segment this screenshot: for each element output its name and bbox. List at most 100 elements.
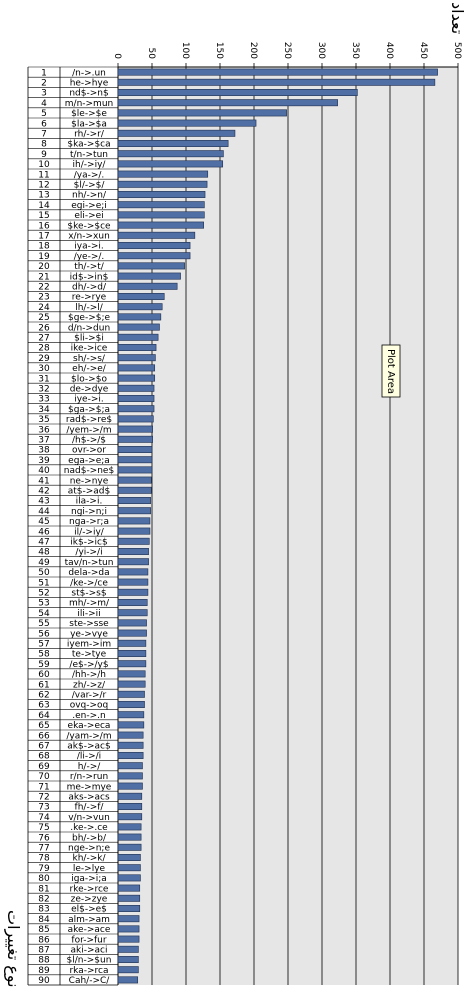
row-number: 63 [38, 701, 49, 711]
row-number: 83 [38, 905, 49, 915]
row-number: 82 [38, 895, 49, 905]
row-number: 2 [41, 79, 47, 89]
category-label: t/n->tun [70, 150, 108, 160]
bar [117, 435, 153, 443]
category-label: ne->nye [70, 476, 109, 486]
bar [117, 558, 149, 566]
gridlines [117, 67, 459, 985]
bar [117, 129, 236, 137]
category-label: nge->n;e [68, 844, 110, 854]
bar [117, 150, 224, 158]
category-label: /ye->/. [74, 252, 105, 262]
row-number: 21 [38, 272, 49, 282]
y-axis-label: نوع تغییرات [3, 910, 23, 988]
category-label: $ga->$;a [68, 405, 110, 415]
row-number: 78 [38, 854, 50, 864]
row-number: 74 [38, 813, 50, 823]
category-label: .ke->.ce [70, 823, 108, 833]
row-number: 57 [38, 640, 49, 650]
category-label: ye->vye [70, 629, 108, 639]
x-tick-label: 200 [248, 42, 258, 59]
row-number: 89 [38, 966, 50, 976]
bar [117, 425, 153, 433]
category-label: iya->i. [74, 242, 104, 252]
bar [117, 415, 154, 423]
x-tick-label: 300 [316, 42, 326, 59]
category-label: /ke->/ce [70, 578, 108, 588]
category-label: fh/->f/ [75, 803, 105, 813]
bar [117, 537, 150, 545]
category-label: ik$->ic$ [70, 538, 107, 548]
row-number: 31 [38, 374, 49, 384]
row-number: 27 [38, 334, 49, 344]
bar [117, 374, 156, 382]
row-number: 36 [38, 425, 50, 435]
row-number: 65 [38, 721, 49, 731]
row-number: 42 [38, 487, 49, 497]
category-label: /hh->/h [72, 670, 106, 680]
category-label: .en->.n [72, 711, 105, 721]
bar [117, 78, 436, 86]
bar [117, 99, 338, 107]
bar [117, 282, 178, 290]
bar [117, 945, 139, 953]
category-label: de->dye [70, 385, 109, 395]
bar [117, 527, 151, 535]
category-label: /yem->/m [66, 425, 111, 435]
bar [117, 323, 160, 331]
row-number: 32 [38, 385, 49, 395]
category-label: ovq->oq [70, 701, 109, 711]
category-label: nad$->ne$ [64, 466, 114, 476]
row-number: 46 [38, 527, 50, 537]
row-number: 15 [38, 211, 49, 221]
bar [117, 252, 191, 260]
row-number: 3 [41, 89, 47, 99]
row-number: 68 [38, 752, 50, 762]
row-number: 50 [38, 568, 50, 578]
bar [117, 874, 141, 882]
row-number: 7 [41, 130, 47, 140]
row-number: 49 [38, 558, 50, 568]
row-number: 69 [38, 762, 50, 772]
bar [117, 894, 141, 902]
category-label: id$->in$ [70, 272, 109, 282]
row-number: 8 [41, 140, 47, 150]
category-label: r/n->run [70, 772, 108, 782]
row-number: 38 [38, 446, 50, 456]
bar [117, 905, 141, 912]
row-number: 17 [38, 232, 49, 242]
row-number: 39 [38, 456, 50, 466]
bar [117, 333, 159, 341]
bar [117, 854, 141, 861]
row-number: 53 [38, 599, 49, 609]
bar [117, 221, 204, 229]
category-label: h/->/ [78, 762, 102, 772]
plot-area-tooltip: Plot Area [381, 344, 401, 398]
row-number: 9 [41, 150, 47, 160]
row-number: 18 [38, 242, 50, 252]
bar [117, 843, 142, 851]
category-label: nga->r;a [69, 517, 109, 527]
bar [117, 313, 162, 321]
bar [117, 976, 139, 984]
bar [117, 476, 152, 484]
row-number: 58 [38, 650, 50, 660]
row-number: 5 [41, 109, 47, 119]
category-label: ila->i. [76, 497, 103, 507]
row-number: 45 [38, 517, 49, 527]
row-number: 72 [38, 793, 49, 803]
category-label: rke->rce [70, 884, 109, 894]
bar [117, 517, 151, 525]
category-label: nd$->n$ [69, 89, 108, 99]
bar [117, 548, 149, 555]
category-label: $ke->$ce [67, 221, 111, 231]
bar [117, 711, 145, 719]
bars [117, 68, 438, 984]
category-label: v/n->vun [68, 813, 110, 823]
row-number: 85 [38, 925, 49, 935]
category-label: nh/->n/ [72, 191, 107, 201]
category-label: le->lye [73, 864, 106, 874]
category-label: /h$->/$ [72, 436, 106, 446]
row-number: 56 [38, 629, 50, 639]
